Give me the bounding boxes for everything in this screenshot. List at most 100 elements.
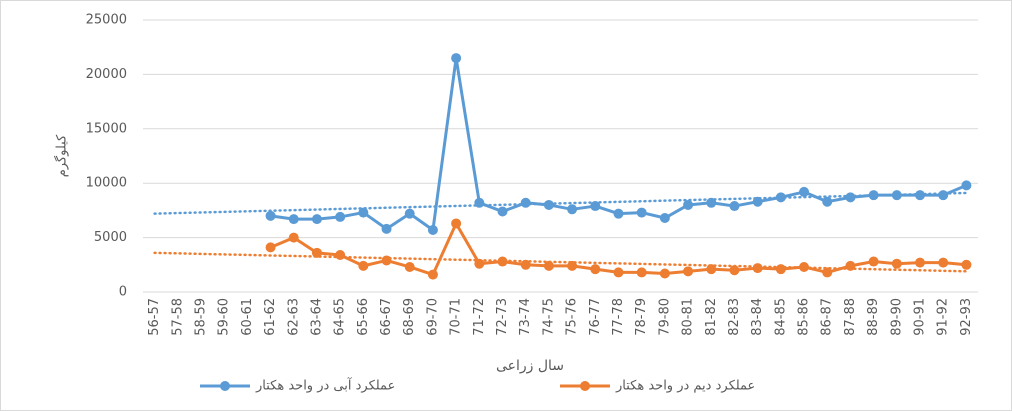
point bbox=[961, 259, 972, 270]
x-tick-label: 62-63 bbox=[286, 298, 301, 336]
x-tick-label: 73-74 bbox=[518, 298, 533, 336]
point bbox=[567, 204, 578, 215]
point bbox=[381, 223, 392, 234]
point bbox=[520, 197, 531, 208]
legend-label: عملکرد آبی در واحد هکتار bbox=[255, 377, 395, 394]
point bbox=[775, 192, 786, 203]
point bbox=[799, 186, 810, 197]
x-tick-label: 89-90 bbox=[889, 298, 904, 336]
y-tick-label: 0 bbox=[119, 285, 127, 300]
x-tick-label: 85-86 bbox=[797, 298, 812, 336]
point bbox=[636, 207, 647, 218]
point bbox=[404, 261, 415, 272]
x-tick-label: 86-87 bbox=[820, 298, 835, 336]
point bbox=[265, 242, 276, 253]
x-axis-title: سال زراعی bbox=[496, 358, 564, 374]
point bbox=[543, 199, 554, 210]
legend-label: عملکرد دیم در واحد هکتار bbox=[615, 379, 755, 394]
x-tick-label: 84-85 bbox=[773, 298, 788, 336]
point bbox=[938, 257, 949, 268]
trendline bbox=[153, 251, 968, 273]
point bbox=[775, 264, 786, 275]
point bbox=[729, 201, 740, 212]
x-tick-label: 71-72 bbox=[472, 298, 487, 336]
y-tick-label: 20000 bbox=[86, 67, 127, 82]
x-tick-label: 56-57 bbox=[147, 298, 162, 336]
x-tick-label: 64-65 bbox=[333, 298, 348, 336]
trendline bbox=[153, 191, 968, 215]
point bbox=[706, 264, 717, 275]
x-tick-label: 57-58 bbox=[170, 298, 185, 336]
point bbox=[427, 269, 438, 280]
point bbox=[729, 265, 740, 276]
point bbox=[335, 250, 346, 261]
x-tick-label: 61-62 bbox=[263, 298, 278, 336]
point bbox=[497, 256, 508, 267]
legend-marker bbox=[220, 381, 230, 391]
point bbox=[752, 196, 763, 207]
point bbox=[659, 213, 670, 224]
point bbox=[891, 258, 902, 269]
point bbox=[683, 199, 694, 210]
x-tick-label: 65-66 bbox=[356, 298, 371, 336]
x-tick-label: 83-84 bbox=[750, 298, 765, 336]
point bbox=[915, 190, 926, 201]
point bbox=[265, 210, 276, 221]
y-tick-label: 25000 bbox=[86, 13, 127, 28]
x-tick-label: 68-69 bbox=[402, 298, 417, 336]
x-tick-label: 58-59 bbox=[193, 298, 208, 336]
x-tick-label: 82-83 bbox=[727, 298, 742, 336]
x-tick-label: 81-82 bbox=[704, 298, 719, 336]
point bbox=[845, 192, 856, 203]
point bbox=[381, 255, 392, 266]
point bbox=[938, 190, 949, 201]
point bbox=[543, 260, 554, 271]
x-tick-label: 63-64 bbox=[309, 298, 324, 336]
point bbox=[613, 267, 624, 278]
point bbox=[497, 206, 508, 217]
point bbox=[636, 267, 647, 278]
x-tick-label: 91-92 bbox=[936, 298, 951, 336]
point bbox=[706, 197, 717, 208]
point bbox=[868, 190, 879, 201]
x-tick-label: 74-75 bbox=[541, 298, 556, 336]
point bbox=[799, 261, 810, 272]
point bbox=[404, 208, 415, 219]
point bbox=[474, 197, 485, 208]
x-tick-label: 88-89 bbox=[866, 298, 881, 336]
point bbox=[358, 207, 369, 218]
x-tick-label: 66-67 bbox=[379, 298, 394, 336]
point bbox=[335, 211, 346, 222]
point bbox=[311, 214, 322, 225]
point bbox=[961, 180, 972, 191]
x-tick-label: 76-77 bbox=[588, 298, 603, 336]
point bbox=[659, 268, 670, 279]
x-tick-label: 75-76 bbox=[565, 298, 580, 336]
x-tick-label: 90-91 bbox=[913, 298, 928, 336]
point bbox=[868, 256, 879, 267]
point bbox=[752, 263, 763, 274]
point bbox=[520, 259, 531, 270]
y-tick-label: 10000 bbox=[86, 176, 127, 191]
y-axis-title: کیلوگرم bbox=[54, 134, 70, 177]
point bbox=[567, 260, 578, 271]
y-tick-label: 5000 bbox=[94, 230, 127, 245]
point bbox=[590, 264, 601, 275]
point bbox=[427, 224, 438, 235]
x-tick-label: 60-61 bbox=[240, 298, 255, 336]
x-tick-label: 78-79 bbox=[634, 298, 649, 336]
point bbox=[358, 260, 369, 271]
point bbox=[613, 208, 624, 219]
x-tick-label: 69-70 bbox=[425, 298, 440, 336]
x-tick-label: 80-81 bbox=[681, 298, 696, 336]
point bbox=[590, 201, 601, 212]
point bbox=[915, 257, 926, 268]
x-tick-label: 87-88 bbox=[843, 298, 858, 336]
point bbox=[288, 232, 299, 243]
point bbox=[311, 247, 322, 258]
point bbox=[822, 267, 833, 278]
y-tick-label: 15000 bbox=[86, 121, 127, 136]
point bbox=[683, 266, 694, 277]
x-tick-label: 79-80 bbox=[657, 298, 672, 336]
